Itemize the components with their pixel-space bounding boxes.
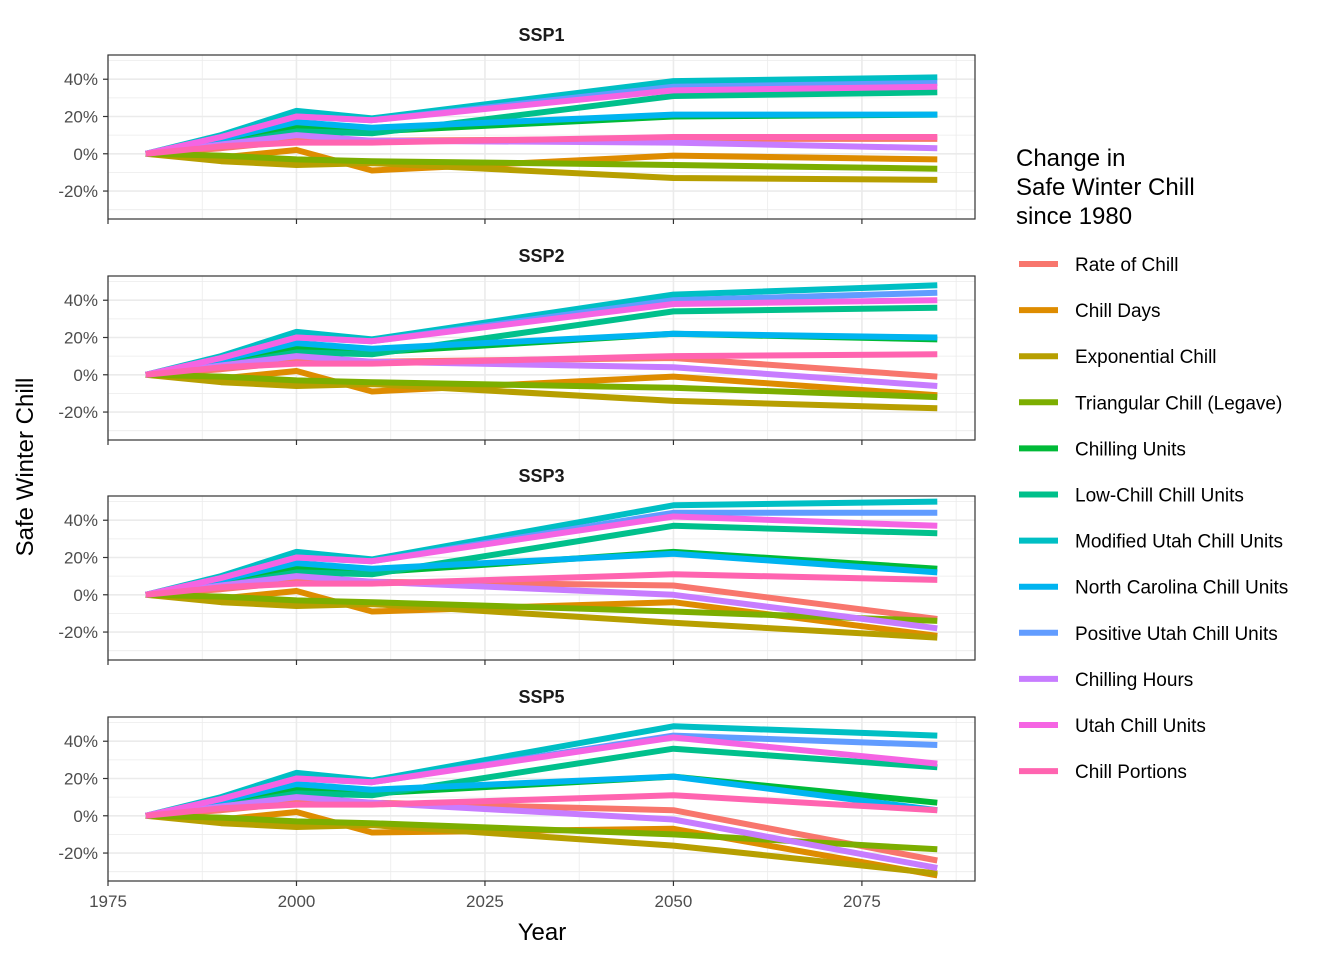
y-tick-label: 40% bbox=[64, 70, 98, 89]
series-line bbox=[145, 812, 938, 877]
legend-title: Change in bbox=[1016, 145, 1125, 172]
legend-item: Chill Portions bbox=[1019, 762, 1187, 783]
y-tick-label: 0% bbox=[73, 145, 98, 164]
series-line bbox=[145, 371, 938, 401]
legend-label: Positive Utah Chill Units bbox=[1075, 624, 1278, 645]
legend-title: Safe Winter Chill bbox=[1016, 174, 1195, 201]
series-line bbox=[145, 812, 938, 853]
series-line bbox=[145, 591, 938, 624]
series-line bbox=[145, 513, 938, 598]
panel-title: SSP2 bbox=[518, 246, 564, 266]
series-line bbox=[145, 371, 938, 412]
x-axis-title: Year bbox=[518, 919, 567, 946]
x-tick-label: 2025 bbox=[466, 892, 504, 911]
y-tick-label: 0% bbox=[73, 586, 98, 605]
y-tick-label: 40% bbox=[64, 291, 98, 310]
panel-title: SSP5 bbox=[518, 687, 564, 707]
y-tick-label: -20% bbox=[58, 403, 98, 422]
legend-title: since 1980 bbox=[1016, 203, 1132, 230]
x-tick-label: 2000 bbox=[278, 892, 316, 911]
y-tick-label: 20% bbox=[64, 329, 98, 348]
y-tick-label: 40% bbox=[64, 732, 98, 751]
legend-item: Modified Utah Chill Units bbox=[1019, 532, 1283, 553]
series-line bbox=[145, 591, 938, 641]
y-axis-title: Safe Winter Chill bbox=[12, 378, 39, 557]
panel-ssp5: SSP5 -20% 0% 20% 40% bbox=[58, 687, 976, 886]
y-tick-label: 20% bbox=[64, 549, 98, 568]
series-line bbox=[145, 734, 938, 819]
y-tick-label: 20% bbox=[64, 770, 98, 789]
legend-item: Chilling Hours bbox=[1019, 670, 1193, 691]
x-tick-label: 2050 bbox=[655, 892, 693, 911]
legend-item: Rate of Chill bbox=[1019, 255, 1179, 276]
x-tick-label: 2075 bbox=[843, 892, 881, 911]
legend-label: Exponential Chill bbox=[1075, 347, 1217, 368]
legend-label: Chill Portions bbox=[1075, 762, 1187, 783]
legend-label: North Carolina Chill Units bbox=[1075, 578, 1288, 599]
panel-ssp2: SSP2 -20% 0% 20% 40% bbox=[58, 246, 976, 445]
series-line bbox=[145, 351, 938, 378]
x-axis: 1975 2000 2025 2050 2075 bbox=[89, 892, 881, 911]
series-line bbox=[145, 297, 938, 378]
legend-item: Chilling Units bbox=[1019, 439, 1186, 460]
panel-border bbox=[107, 495, 976, 661]
legend-item: Exponential Chill bbox=[1019, 347, 1217, 368]
panel-ssp1: SSP1 -20% 0% 20% 40% bbox=[58, 25, 976, 224]
y-tick-label: -20% bbox=[58, 182, 98, 201]
y-tick-label: -20% bbox=[58, 844, 98, 863]
y-tick-label: 20% bbox=[64, 108, 98, 127]
series-line bbox=[145, 150, 938, 172]
panel-title: SSP3 bbox=[518, 466, 564, 486]
y-tick-label: 0% bbox=[73, 366, 98, 385]
panel-title: SSP1 bbox=[518, 25, 564, 45]
y-tick-label: -20% bbox=[58, 623, 98, 642]
series-line bbox=[145, 83, 938, 157]
legend-label: Utah Chill Units bbox=[1075, 716, 1206, 737]
y-tick-label: 0% bbox=[73, 807, 98, 826]
legend-label: Rate of Chill bbox=[1075, 255, 1179, 276]
panel-border bbox=[107, 716, 976, 882]
legend-item: North Carolina Chill Units bbox=[1019, 578, 1288, 599]
y-tick-label: 40% bbox=[64, 511, 98, 530]
series-line bbox=[145, 792, 938, 819]
legend-label: Low-Chill Chill Units bbox=[1075, 486, 1244, 507]
panel-border bbox=[107, 275, 976, 441]
legend-item: Low-Chill Chill Units bbox=[1019, 486, 1244, 507]
panel-ssp3: SSP3 -20% 0% 20% 40% bbox=[58, 466, 976, 665]
panels: SSP1 -20% 0% 20% 40% SSP2 -20% 0% 20% 40% SSP3 -20%… bbox=[58, 25, 976, 886]
legend-item: Triangular Chill (Legave) bbox=[1019, 393, 1282, 414]
series-line bbox=[145, 150, 938, 183]
legend-label: Modified Utah Chill Units bbox=[1075, 532, 1283, 553]
legend-item: Utah Chill Units bbox=[1019, 716, 1206, 737]
series-line bbox=[145, 571, 938, 598]
legend-item: Chill Days bbox=[1019, 301, 1161, 322]
panel-border bbox=[107, 54, 976, 220]
series-line bbox=[145, 134, 938, 157]
legend-label: Triangular Chill (Legave) bbox=[1075, 393, 1282, 414]
legend-item: Positive Utah Chill Units bbox=[1019, 624, 1278, 645]
legend-label: Chill Days bbox=[1075, 301, 1161, 322]
x-tick-label: 1975 bbox=[89, 892, 127, 911]
legend-label: Chilling Hours bbox=[1075, 670, 1193, 691]
legend-label: Chilling Units bbox=[1075, 439, 1186, 460]
